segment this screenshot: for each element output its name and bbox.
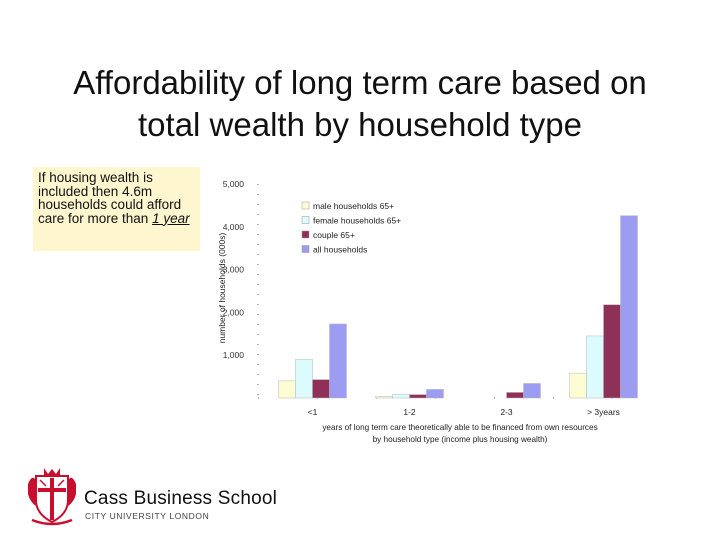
legend-box [298,197,451,258]
callout-note: If housing wealth is included then 4.6m … [33,167,200,251]
bar [569,372,587,399]
bar [603,304,621,399]
bar [523,383,541,399]
crest-logo [28,468,76,526]
bar [586,335,604,399]
y-axis-label: number of households (000s) [217,233,227,344]
y-tick-label: 2,000 [223,307,245,317]
x-axis-label-line-2: by household type (income plus housing w… [373,435,548,444]
bar [375,396,393,399]
y-tick-label: 3,000 [223,265,245,275]
x-tick-label: > 3years [587,407,620,417]
legend-swatch [301,216,310,224]
bar [295,359,313,399]
y-tick-label: 1,000 [223,350,245,360]
slide-title: Affordability of long term care based on… [20,62,700,146]
legend-swatch [301,245,310,253]
bar [426,389,444,399]
legend-swatch [301,230,310,239]
bar [409,394,427,399]
bar [506,392,524,399]
y-tick-label: 4,000 [223,222,245,232]
brand-name: Cass Business School [84,488,278,509]
slide-title-line-1: Affordability of long term care based on [73,64,647,101]
legend-label: couple 65+ [313,230,355,240]
legend-label: female households 65+ [313,216,401,226]
legend-label: all households [313,245,367,255]
x-tick-label: <1 [308,407,318,417]
callout-emphasis: 1 year [152,210,190,226]
bar [278,380,296,399]
brand-subtitle: CITY UNIVERSITY LONDON [85,511,210,521]
bar [312,379,330,399]
legend-swatch [301,201,310,210]
callout-text: If housing wealth is included then 4.6m … [38,170,182,226]
bar-chart: 5,000 4,000 3,000 2,000 1,000 <1 1-2 2-3 > 3year… [217,179,652,444]
bar [620,215,638,399]
bar [392,393,410,399]
y-tick-label: 5,000 [223,179,245,189]
x-tick-label: 1-2 [403,407,416,417]
legend-label: male households 65+ [313,201,394,211]
slide-title-line-2: total wealth by household type [138,106,582,143]
plot-area: 5,000 4,000 3,000 2,000 1,000 <1 1-2 2-3 > 3year… [223,179,652,417]
x-axis-label-line-1: years of long term care theoretically ab… [322,423,597,432]
x-tick-label: 2-3 [500,407,513,417]
bar [329,323,347,399]
